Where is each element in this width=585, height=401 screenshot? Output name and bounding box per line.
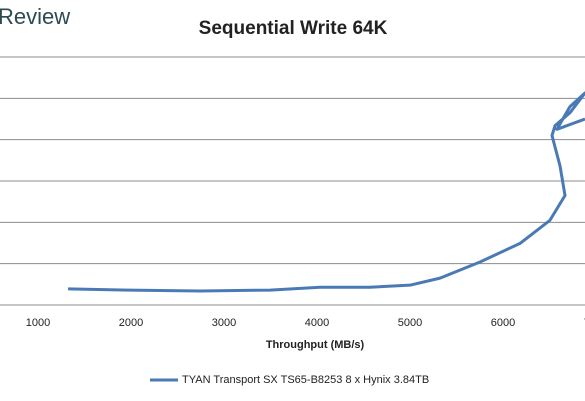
x-tick-label: 7000 <box>584 317 585 329</box>
x-tick-label: 4000 <box>305 317 329 329</box>
line <box>68 91 585 293</box>
x-axis-label: Throughput (MB/s) <box>266 339 365 351</box>
x-tick-label: 2000 <box>119 317 143 329</box>
logo: Review <box>0 4 70 29</box>
x-tick-label: 5000 <box>398 317 422 329</box>
chart-title: Sequential Write 64K <box>199 18 388 39</box>
x-tick-label: 6000 <box>491 317 515 329</box>
legend-label: TYAN Transport SX TS65-B8253 8 x Hynix 3… <box>182 374 429 386</box>
x-tick-label: 1000 <box>26 317 50 329</box>
x-tick-label: 3000 <box>212 317 236 329</box>
